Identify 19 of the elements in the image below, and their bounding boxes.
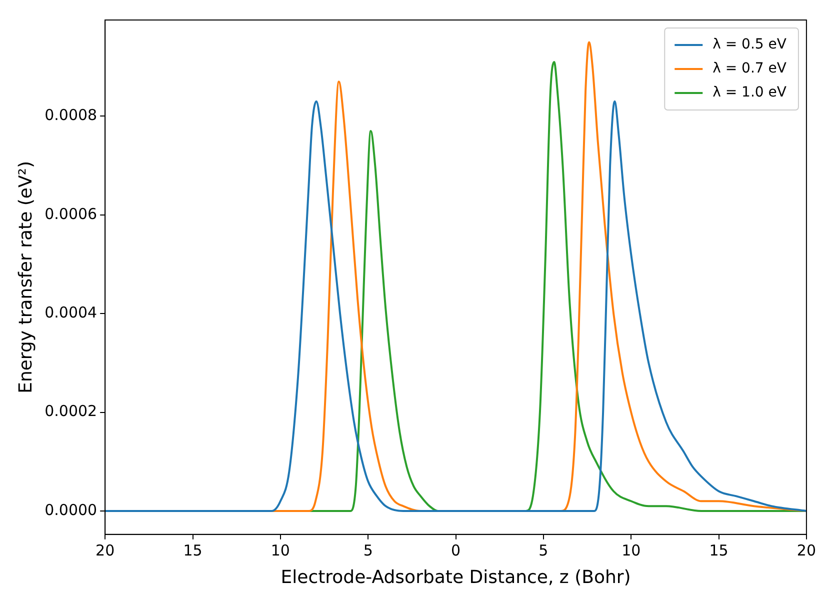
x-axis-title: Electrode-Adsorbate Distance, z (Bohr) <box>280 566 631 588</box>
y-tick-label: 0.0000 <box>44 500 98 519</box>
legend-label: λ = 1.0 eV <box>712 84 787 101</box>
x-tick-label: 10 <box>622 541 641 560</box>
x-tick-label: 15 <box>709 541 728 560</box>
legend-label: λ = 0.7 eV <box>712 60 787 77</box>
x-tick-label: 10 <box>270 541 290 560</box>
x-tick-label: 5 <box>363 541 373 560</box>
x-tick-label: 5 <box>538 541 548 560</box>
y-tick-label: 0.0002 <box>44 402 98 420</box>
x-tick-label: 15 <box>183 541 202 560</box>
y-tick-label: 0.0006 <box>44 204 98 223</box>
x-tick-label: 20 <box>96 541 115 560</box>
legend-label: λ = 0.5 eV <box>712 36 787 53</box>
y-axis-title: Energy transfer rate (eV²) <box>15 160 36 394</box>
x-tick-label: 20 <box>796 541 816 560</box>
x-tick-label: 0 <box>450 541 461 560</box>
y-tick-label: 0.0004 <box>44 304 98 322</box>
y-tick-label: 0.0008 <box>44 106 98 124</box>
